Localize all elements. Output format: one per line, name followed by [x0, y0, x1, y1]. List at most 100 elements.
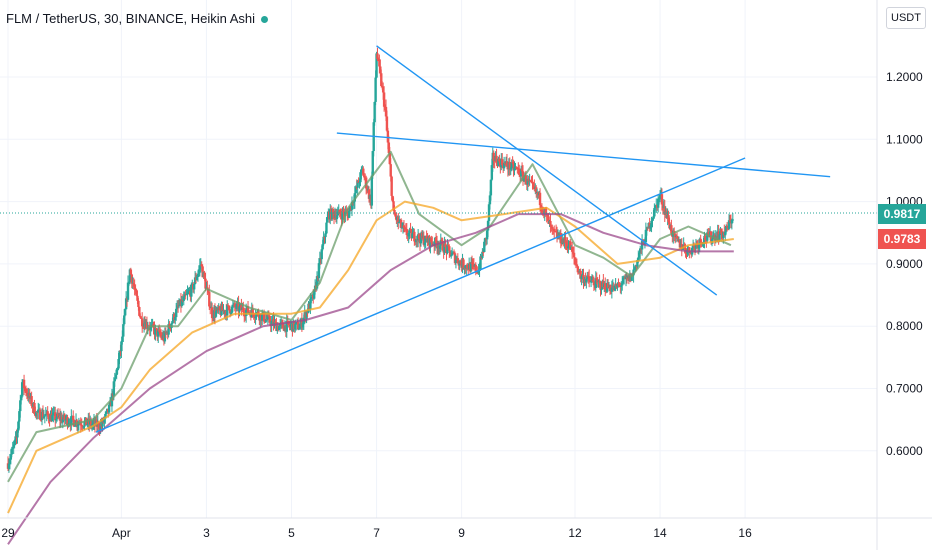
candle-body: [367, 189, 371, 199]
candle-body: [370, 175, 374, 206]
x-tick-label: 14: [653, 526, 667, 540]
candle-body: [447, 245, 450, 247]
candle-body: [126, 282, 130, 300]
candle-body: [422, 235, 425, 245]
candle-body: [187, 291, 190, 293]
candle-body: [281, 322, 285, 328]
candle-body: [653, 208, 656, 217]
candle-body: [242, 307, 245, 313]
chart-title: FLM / TetherUS, 30, BINANCE, Heikin Ashi: [6, 11, 269, 26]
candle-body: [310, 297, 313, 299]
candle-body: [574, 261, 578, 265]
candle-body: [408, 229, 411, 234]
currency-button[interactable]: USDT: [886, 7, 926, 29]
candle-body: [610, 287, 614, 292]
candle-body: [532, 183, 535, 186]
candle-body: [431, 242, 434, 245]
candle-body: [459, 261, 462, 264]
candle-body: [64, 419, 67, 421]
candle-body: [656, 198, 660, 208]
candle-body: [462, 259, 465, 269]
candle-body: [105, 411, 108, 414]
y-tick-label: 1.2000: [886, 70, 923, 84]
candle-body: [140, 317, 143, 319]
candle-body: [41, 411, 45, 418]
time-scale[interactable]: 29 Apr 3 5 7 9 12 14 16: [1, 526, 752, 540]
candle-body: [479, 256, 482, 270]
candle-body: [577, 272, 580, 274]
moving-average-line: [7, 200, 734, 514]
candle-body: [285, 320, 288, 332]
candle-series: [6, 47, 735, 473]
x-tick-label: 3: [203, 526, 210, 540]
candle-body: [691, 245, 695, 248]
y-tick-label: 0.9000: [886, 257, 923, 271]
candle-body: [18, 411, 21, 422]
moving-average-line: [7, 213, 734, 545]
candle-body: [470, 262, 474, 264]
candle-body: [16, 430, 19, 438]
candle-body: [167, 324, 170, 335]
candle-body: [154, 328, 157, 335]
price-scale[interactable]: 1.20001.10001.00000.90000.80000.70000.60…: [886, 70, 923, 458]
candle-body: [636, 260, 639, 267]
candle-body: [599, 282, 602, 290]
candle-body: [373, 101, 376, 123]
candle-body: [315, 276, 319, 289]
candle-body: [440, 239, 443, 241]
candle-body: [149, 325, 152, 330]
candle-body: [210, 307, 214, 319]
trendline[interactable]: [336, 132, 831, 178]
candle-body: [434, 237, 438, 243]
candle-body: [66, 417, 69, 426]
trendline[interactable]: [95, 157, 746, 433]
candle-body: [678, 239, 682, 248]
candle-body: [438, 245, 442, 249]
candle-body: [186, 292, 189, 295]
candle-body: [226, 305, 229, 316]
candle-body: [350, 201, 354, 210]
candle-body: [699, 238, 702, 242]
candle-body: [657, 198, 661, 200]
candle-body: [115, 369, 118, 375]
candle-body: [270, 321, 273, 326]
candle-body: [127, 281, 131, 283]
candle-body: [488, 195, 492, 205]
candle-body: [47, 415, 50, 420]
candle-body: [633, 268, 636, 270]
candle-body: [322, 236, 325, 245]
candle-body: [450, 255, 453, 257]
candle-body: [89, 420, 93, 426]
candle-body: [116, 368, 119, 370]
candle-body: [604, 283, 607, 291]
candle-body: [9, 454, 13, 460]
candle-body: [596, 280, 599, 283]
candle-body: [718, 234, 721, 240]
candle-body: [637, 257, 640, 261]
candle-body: [336, 211, 340, 216]
candle-body: [362, 168, 365, 176]
candle-body: [155, 328, 158, 330]
candle-body: [549, 220, 552, 226]
symbol-title[interactable]: FLM / TetherUS, 30, BINANCE, Heikin Ashi: [6, 11, 256, 26]
candle-body: [83, 421, 86, 427]
candle-body: [312, 289, 316, 299]
candle-body: [485, 230, 489, 240]
candle-body: [10, 448, 13, 455]
candle-body: [651, 219, 654, 221]
candle-body: [208, 292, 211, 307]
candle-body: [688, 247, 691, 253]
candle-body: [135, 289, 138, 296]
candle-body: [381, 85, 384, 87]
candle-body: [13, 440, 16, 445]
candle-body: [97, 422, 100, 429]
candle-body: [175, 305, 179, 309]
candle-body: [204, 278, 207, 289]
candle-body: [404, 228, 408, 230]
candle-body: [551, 226, 554, 229]
trendlines: [95, 45, 831, 433]
candle-body: [354, 186, 357, 194]
trendline[interactable]: [376, 45, 718, 296]
candle-body: [538, 192, 542, 206]
